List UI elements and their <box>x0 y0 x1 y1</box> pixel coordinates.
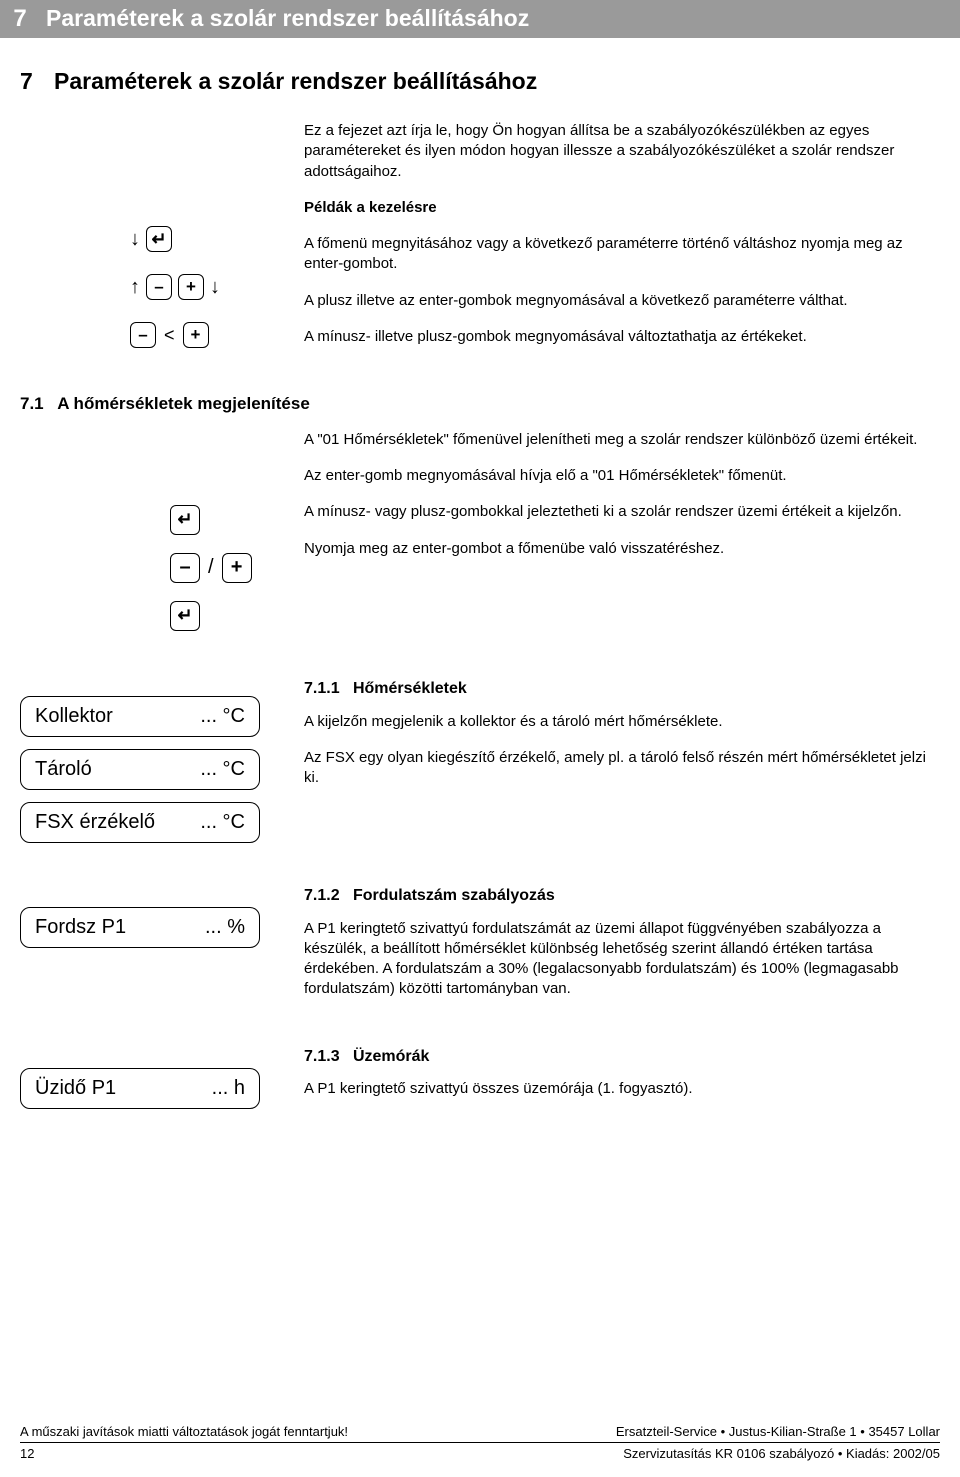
subsection-title: A hőmérsékletek megjelenítése <box>57 394 310 413</box>
page-number: 12 <box>20 1445 34 1463</box>
enter-key-icon <box>170 505 200 535</box>
header-chapter-title: Paraméterek a szolár rendszer beállításá… <box>40 3 529 34</box>
paragraph: Az enter-gomb megnyomásával hívja elő a … <box>304 466 930 486</box>
lcd-display: Üzidő P1 ... h <box>20 1068 260 1109</box>
enter-key-icon <box>170 601 200 631</box>
less-than-icon: < <box>162 323 177 347</box>
subsubsection-title: Hőmérsékletek <box>353 680 467 697</box>
paragraph: A "01 Hőmérsékletek" főmenüvel jeleníthe… <box>304 430 930 450</box>
lcd-display: Kollektor ... °C <box>20 696 260 737</box>
key-hint-row <box>130 221 280 257</box>
subsubsection-number: 7.1.3 <box>304 1048 340 1065</box>
lcd-label: FSX érzékelő <box>35 809 155 836</box>
subsubsection-heading: 7.1.3 Üzemórák <box>304 1046 930 1068</box>
section-heading: 7 Paraméterek a szolár rendszer beállítá… <box>20 66 930 97</box>
footer-disclaimer: A műszaki javítások miatti változtatások… <box>20 1423 348 1441</box>
section-title: Paraméterek a szolár rendszer beállításá… <box>54 66 537 97</box>
lcd-value: ... h <box>212 1075 245 1102</box>
lcd-value: ... °C <box>200 703 245 730</box>
paragraph: Nyomja meg az enter-gombot a főmenübe va… <box>304 539 930 559</box>
subsubsection-number: 7.1.1 <box>304 680 340 697</box>
arrow-down-icon <box>210 274 220 301</box>
minus-key-icon: – <box>170 553 200 583</box>
subsubsection-title: Üzemórák <box>353 1048 429 1065</box>
key-hint-row: – + <box>130 269 280 305</box>
paragraph: A mínusz- vagy plusz-gombokkal jelezteth… <box>304 502 930 522</box>
arrow-up-icon <box>130 274 140 301</box>
page-footer: A műszaki javítások miatti változtatások… <box>20 1423 940 1463</box>
key-hint-row: – < + <box>130 317 280 353</box>
key-hint-row: – / + <box>170 550 280 586</box>
paragraph: Az FSX egy olyan kiegészítő érzékelő, am… <box>304 748 930 789</box>
lcd-display: FSX érzékelő ... °C <box>20 802 260 843</box>
page-header: 7 Paraméterek a szolár rendszer beállítá… <box>0 0 960 38</box>
lcd-value: ... % <box>205 914 245 941</box>
footer-docinfo: Szervizutasítás KR 0106 szabályozó • Kia… <box>623 1445 940 1463</box>
example-line: A mínusz- illetve plusz-gombok megnyomás… <box>304 327 930 347</box>
lcd-label: Üzidő P1 <box>35 1075 116 1102</box>
subsubsection-number: 7.1.2 <box>304 887 340 904</box>
header-chapter-number: 7 <box>0 3 40 35</box>
minus-key-icon: – <box>130 322 156 348</box>
example-line: A plusz illetve az enter-gombok megnyomá… <box>304 291 930 311</box>
paragraph: A kijelzőn megjelenik a kollektor és a t… <box>304 712 930 732</box>
section-number: 7 <box>20 66 54 97</box>
enter-key-icon <box>146 226 172 252</box>
example-line: A főmenü megnyitásához vagy a következő … <box>304 234 930 275</box>
lcd-label: Tároló <box>35 756 92 783</box>
examples-heading: Példák a kezelésre <box>304 198 930 218</box>
intro-paragraph: Ez a fejezet azt írja le, hogy Ön hogyan… <box>304 121 930 182</box>
arrow-down-icon <box>130 226 140 253</box>
subsubsection-heading: 7.1.1 Hőmérsékletek <box>304 678 930 700</box>
lcd-label: Kollektor <box>35 703 113 730</box>
plus-key-icon: + <box>222 553 252 583</box>
subsubsection-heading: 7.1.2 Fordulatszám szabályozás <box>304 885 930 907</box>
lcd-display: Fordsz P1 ... % <box>20 907 260 948</box>
subsubsection-title: Fordulatszám szabályozás <box>353 887 555 904</box>
plus-key-icon: + <box>183 322 209 348</box>
plus-key-icon: + <box>178 274 204 300</box>
subsection-heading: 7.1 A hőmérsékletek megjelenítése <box>20 393 930 416</box>
lcd-value: ... °C <box>200 809 245 836</box>
slash-separator: / <box>206 554 216 581</box>
paragraph: A P1 keringtető szivattyú összes üzemórá… <box>304 1079 930 1099</box>
key-hint-row <box>170 598 280 634</box>
lcd-value: ... °C <box>200 756 245 783</box>
paragraph: A P1 keringtető szivattyú fordulatszámát… <box>304 919 930 1000</box>
lcd-display: Tároló ... °C <box>20 749 260 790</box>
key-hint-row <box>170 502 280 538</box>
subsection-number: 7.1 <box>20 394 44 413</box>
lcd-label: Fordsz P1 <box>35 914 126 941</box>
minus-key-icon: – <box>146 274 172 300</box>
footer-address: Ersatzteil-Service • Justus-Kilian-Straß… <box>616 1423 940 1441</box>
